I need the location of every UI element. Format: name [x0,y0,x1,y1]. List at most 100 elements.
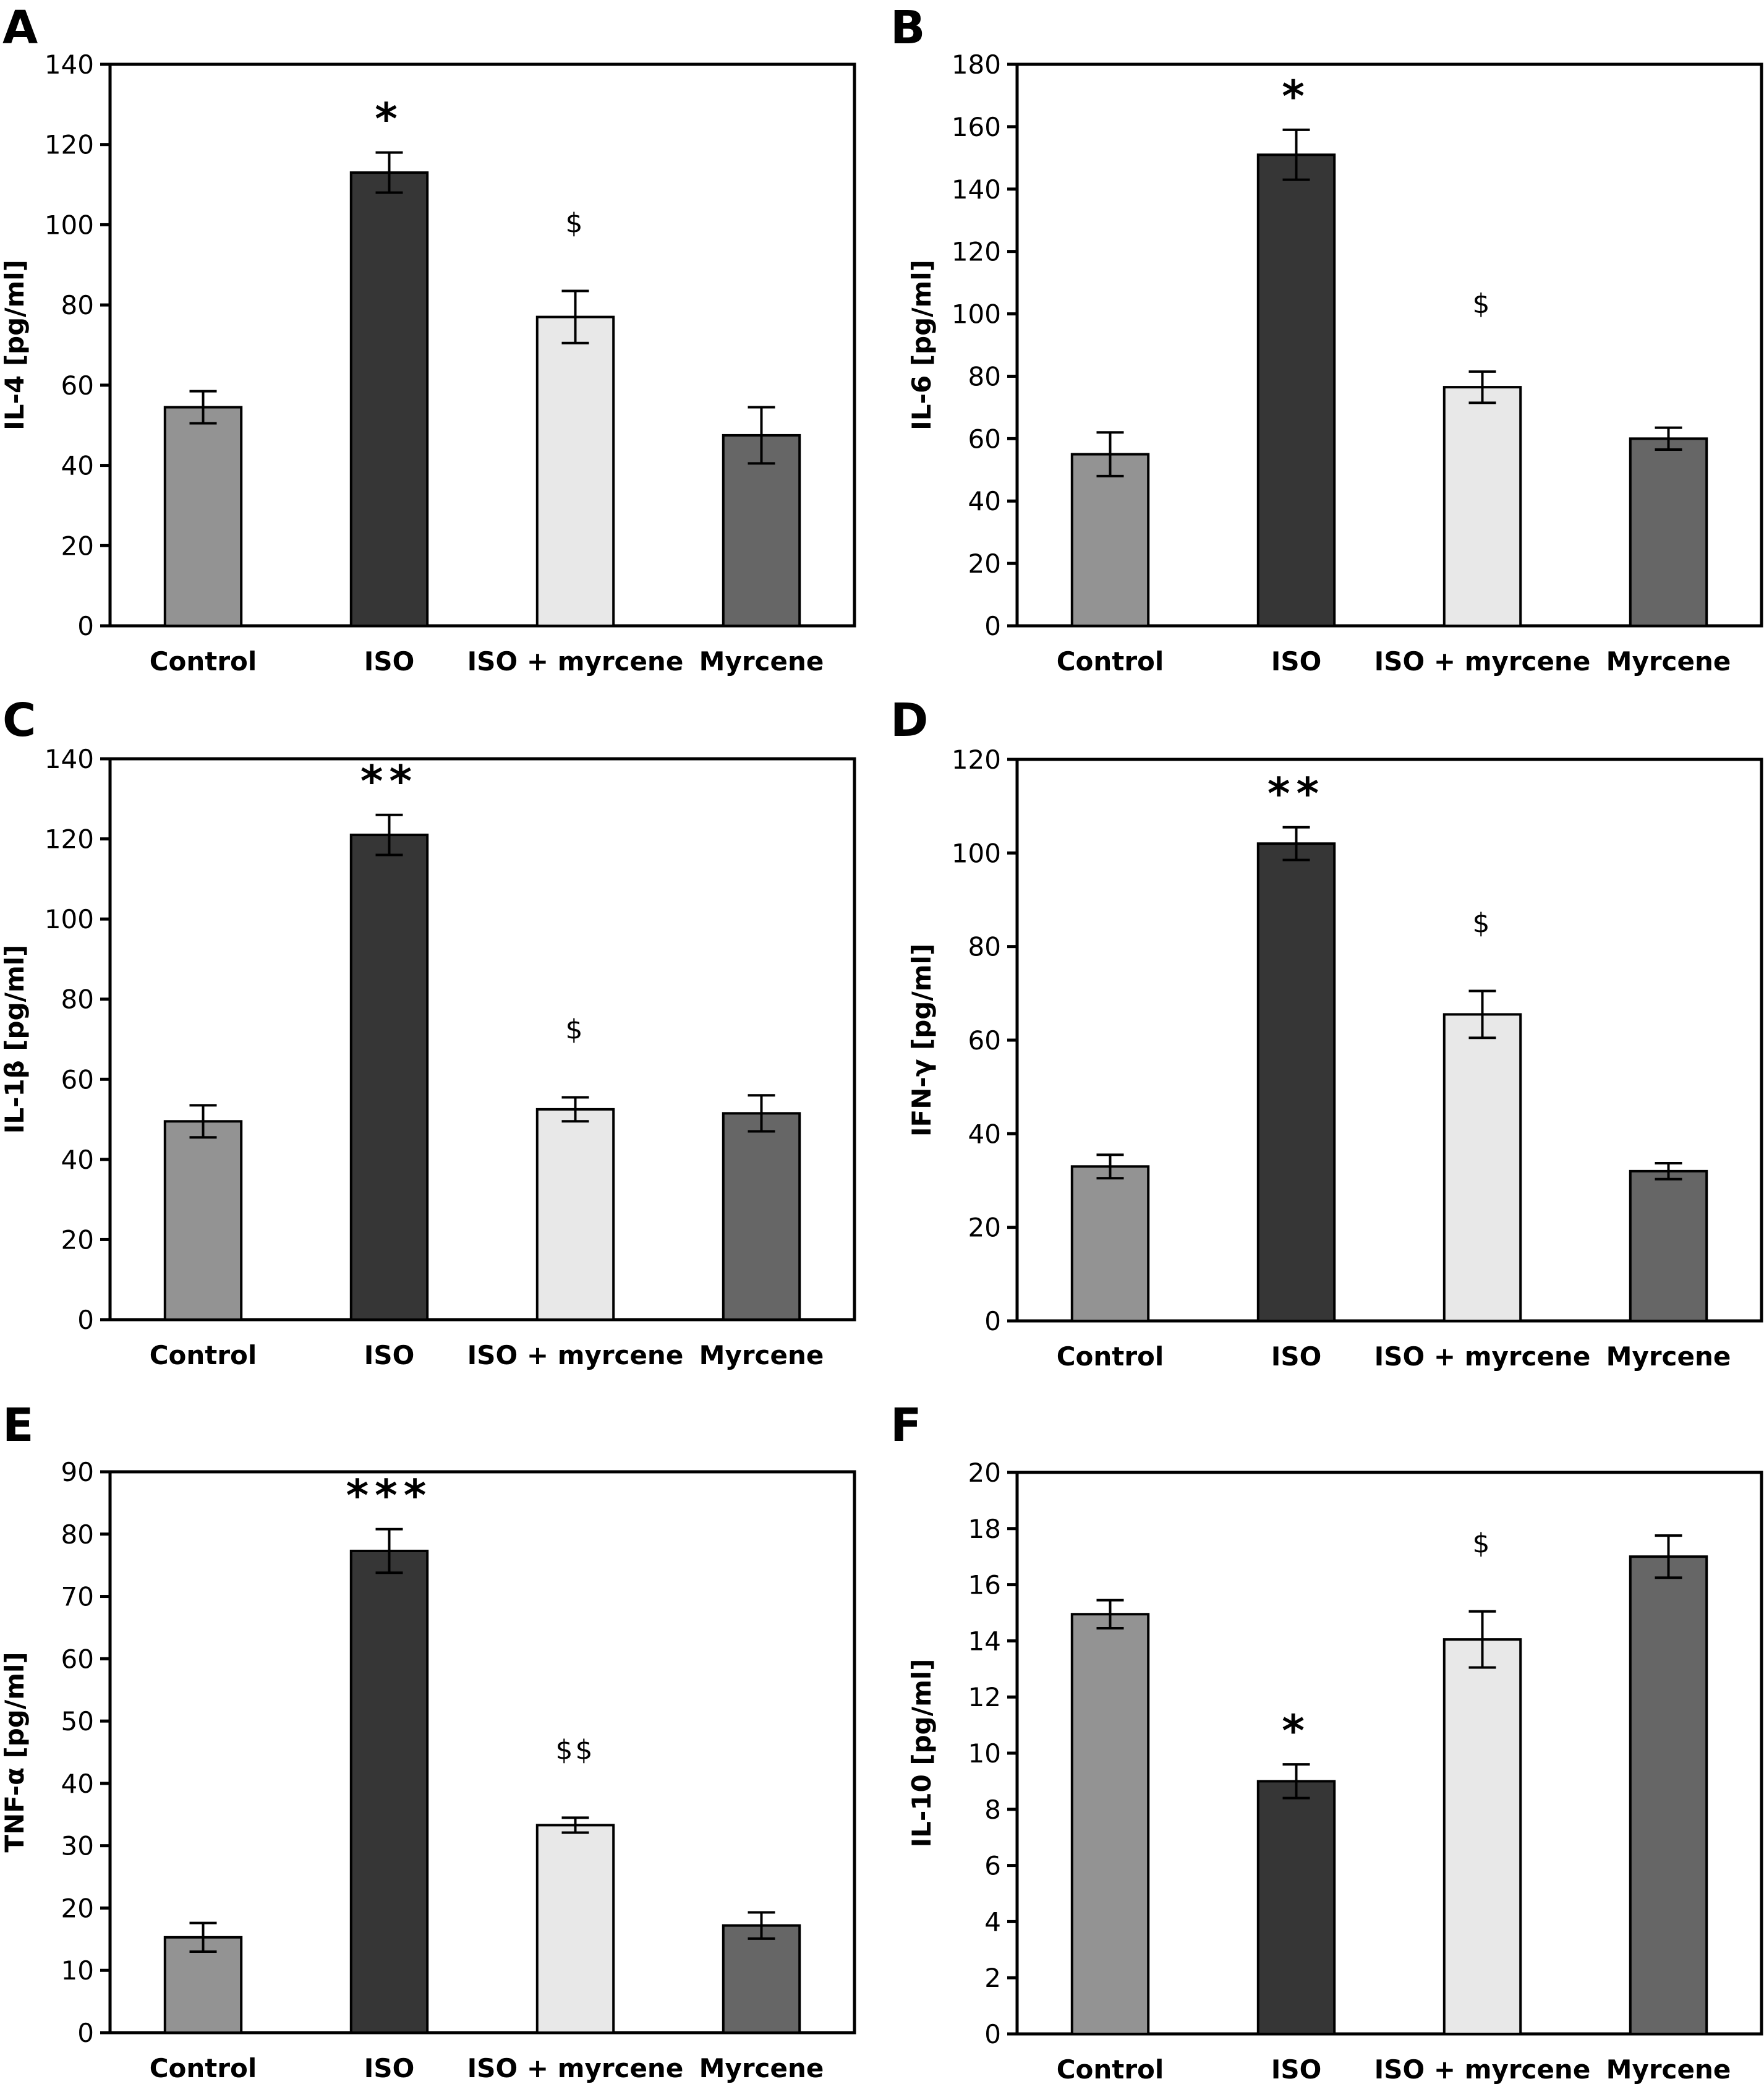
bar-myrcene [1629,1169,1708,1323]
y-tick-label: 140 [45,744,94,774]
panel-letter: E [2,1399,34,1452]
bar-myrcene [722,433,801,628]
x-category-label: Control [1057,646,1164,677]
y-tick-label: 14 [968,1626,1001,1656]
y-tick-label: 2 [984,1963,1001,1993]
significance-dollar: $ [566,1014,586,1045]
x-category-label: ISO + myrcene [467,646,684,677]
x-category-label: ISO [364,646,415,677]
y-tick-label: 60 [61,370,94,401]
x-category-label: Myrcene [699,2053,824,2083]
bar-control [1070,1165,1150,1323]
bar-control [1070,453,1150,627]
x-category-label: ISO + myrcene [1374,2054,1591,2084]
y-tick-label: 80 [968,932,1001,962]
significance-dollar: $ [1473,908,1493,939]
x-category-label: ISO [364,2053,415,2083]
bar-iso-myrcene [535,315,615,627]
y-tick-label: 0 [77,1305,94,1335]
y-tick-label: 80 [61,984,94,1015]
y-axis-title: IFN-γ [pg/ml] [906,944,937,1137]
panel-f: F 0 2 4 6 8 10 12 14 16 18 20 IL-10 [pg/ml] Control IS… [890,1399,1763,2084]
x-category-label: ISO + myrcene [1374,1341,1591,1372]
bar-iso [349,171,429,628]
y-tick-label: 8 [984,1795,1001,1825]
y-tick-label: 120 [952,745,1001,775]
x-category-label: Myrcene [1606,646,1731,677]
y-tick-label: 80 [61,1519,94,1550]
y-tick-label: 30 [61,1831,94,1861]
bar-iso-myrcene [535,1824,615,2034]
y-tick-label: 80 [61,290,94,320]
panel-b: B 0 20 40 60 80 100 120 140 160 180 IL-6 [pg/ml] Con… [890,1,1763,677]
bar-control [163,1936,243,2035]
x-category-label: Control [150,2053,257,2083]
panel-a: A 0 20 40 60 80 100 120 140 IL-4 [pg/ml] Control IS… [0,1,856,677]
significance-star: * [1282,1706,1311,1756]
significance-star: ** [1268,769,1325,819]
y-tick-label: 10 [968,1738,1001,1769]
x-category-label: Myrcene [1606,1341,1731,1372]
plot-frame [1015,62,1763,628]
y-tick-label: 140 [952,174,1001,205]
bar-iso-myrcene [1442,386,1522,627]
panel-letter: C [2,694,36,747]
y-tick-label: 20 [968,1213,1001,1243]
bar-control [163,1120,243,1321]
y-axis-title: IL-4 [pg/ml] [0,260,30,430]
y-tick-label: 180 [952,49,1001,80]
significance-star: * [1282,71,1311,122]
y-tick-label: 80 [968,361,1001,391]
x-category-label: ISO + myrcene [467,2053,684,2083]
x-category-label: Control [150,646,257,677]
y-tick-label: 60 [968,424,1001,454]
y-tick-label: 90 [61,1457,94,1487]
x-category-label: ISO [1271,1341,1322,1372]
significance-dollar: $ [1473,1528,1493,1560]
x-category-label: ISO + myrcene [467,1340,684,1370]
plot-frame [108,1470,856,2035]
significance-star: *** [346,1471,433,1521]
bar-iso [1256,842,1336,1322]
y-axis-title: TNF-α [pg/ml] [0,1652,30,1852]
bar-iso-myrcene [1442,1638,1522,2035]
y-tick-label: 20 [61,1893,94,1923]
x-category-label: Control [1057,2054,1164,2084]
y-tick-label: 0 [77,2018,94,2048]
y-axis-title: IL-10 [pg/ml] [906,1659,937,1848]
bar-control [1070,1613,1150,2035]
y-tick-label: 100 [45,904,94,934]
bar-iso [349,1549,429,2034]
y-tick-label: 100 [952,838,1001,868]
y-tick-label: 20 [61,1224,94,1255]
y-tick-label: 40 [968,486,1001,516]
y-tick-label: 20 [968,549,1001,579]
bar-myrcene [1629,437,1708,627]
bar-myrcene [722,1112,801,1321]
x-category-label: Control [150,1340,257,1370]
bar-iso [349,834,429,1322]
y-axis-title: IL-1β [pg/ml] [0,945,30,1134]
bar-iso [1256,153,1336,628]
y-tick-label: 60 [61,1064,94,1095]
bar-iso [1256,1780,1336,2035]
x-category-label: ISO + myrcene [1374,646,1591,677]
y-tick-label: 16 [968,1570,1001,1600]
y-tick-label: 60 [61,1644,94,1674]
y-tick-label: 0 [984,1306,1001,1336]
y-tick-label: 18 [968,1514,1001,1544]
panel-d: D 0 20 40 60 80 100 120 IFN-γ [pg/ml] Control ISO *… [890,694,1763,1372]
y-tick-label: 100 [952,299,1001,330]
x-category-label: ISO [1271,646,1322,677]
x-category-label: ISO [364,1340,415,1370]
bar-myrcene [722,1924,801,2034]
x-category-label: Myrcene [699,646,824,677]
panel-letter: B [890,1,925,54]
y-tick-label: 120 [45,824,94,855]
y-tick-label: 40 [61,451,94,481]
panel-letter: D [890,694,928,747]
y-tick-label: 0 [984,611,1001,641]
significance-dollar: $ [1473,288,1493,320]
plot-frame [108,757,856,1322]
